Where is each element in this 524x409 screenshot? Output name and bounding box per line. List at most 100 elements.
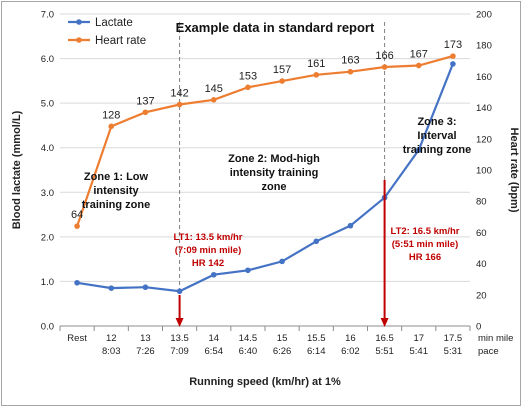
data-point-lactate [347, 222, 354, 229]
pace-tick-label: 6:14 [307, 346, 326, 357]
data-point-lactate [142, 284, 149, 291]
data-label-heart-rate: 145 [205, 83, 223, 95]
y-tick-label: 7.0 [41, 10, 54, 21]
data-point-heart-rate [142, 109, 149, 116]
data-point-lactate [415, 147, 422, 153]
x-tick-label: 16.5 [375, 333, 394, 344]
x-tick-label: 15 [277, 333, 288, 344]
y-tick-label: 6.0 [41, 54, 54, 65]
data-label-heart-rate: 137 [136, 95, 154, 107]
legend-marker-lactate [76, 19, 82, 25]
legend-entry: Lactate [95, 17, 133, 29]
data-point-heart-rate [381, 64, 388, 70]
y2-tick-label: 80 [476, 197, 487, 208]
data-point-lactate [279, 258, 285, 265]
y2-tick-label: 140 [476, 103, 492, 114]
series-line-lactate [76, 63, 454, 293]
data-label-heart-rate: 64 [71, 209, 83, 221]
pace-tick-label: 6:26 [273, 346, 292, 357]
series-line-heart-rate [76, 55, 454, 227]
y2-tick-label: 20 [476, 290, 487, 301]
y2-tick-label: 120 [476, 134, 492, 145]
y-tick-label: 5.0 [41, 99, 54, 110]
chart-title: Example data in standard report [176, 20, 375, 35]
data-point-lactate [313, 238, 320, 245]
lt1-annotation: HR 142 [192, 258, 224, 269]
data-point-lactate [450, 61, 456, 67]
data-point-lactate [74, 279, 80, 286]
data-label-heart-rate: 167 [410, 48, 428, 60]
lt1-annotation: (7:09 min mile) [175, 245, 242, 256]
zone-3-annotation: training zone [403, 144, 471, 156]
x-tick-label: 16 [345, 333, 356, 344]
data-point-heart-rate [245, 84, 251, 91]
pace-unit-label: min mile [478, 333, 513, 344]
lt2-arrow-head [380, 318, 389, 327]
y-tick-label: 2.0 [41, 232, 54, 243]
data-label-heart-rate: 142 [170, 87, 188, 99]
pace-tick-label: 8:03 [102, 346, 121, 357]
data-point-heart-rate [347, 68, 354, 75]
x-tick-label: 14 [208, 333, 219, 344]
x-tick-label: 17.5 [444, 333, 463, 344]
y-tick-label: 4.0 [41, 143, 54, 154]
pace-tick-label: 5:41 [410, 346, 429, 357]
y2-tick-label: 160 [476, 72, 492, 83]
data-point-heart-rate [176, 101, 183, 108]
pace-tick-label: 6:40 [239, 346, 258, 357]
data-label-heart-rate: 163 [341, 55, 359, 67]
zone-1-annotation: training zone [82, 199, 150, 211]
x-tick-label: 14.5 [239, 333, 258, 344]
zone-1-annotation: intensity [93, 185, 139, 197]
y2-tick-label: 180 [476, 41, 492, 52]
x-tick-label: Rest [67, 333, 87, 344]
x-tick-label: 15.5 [307, 333, 326, 344]
pace-tick-label: 5:31 [444, 346, 463, 357]
lt2-annotation: (5:51 min mile) [392, 239, 459, 250]
x-tick-label: 13.5 [170, 333, 189, 344]
data-point-heart-rate [450, 53, 456, 59]
data-point-lactate [108, 285, 115, 291]
y2-tick-label: 100 [476, 166, 492, 177]
x-tick-label: 17 [413, 333, 424, 344]
data-label-heart-rate: 157 [273, 64, 291, 76]
lt2-annotation: LT2: 16.5 km/hr [391, 226, 460, 237]
pace-tick-label: 6:54 [205, 346, 224, 357]
y-tick-label: 1.0 [41, 277, 54, 288]
data-label-heart-rate: 173 [444, 39, 462, 51]
legend-marker-heart-rate [76, 37, 82, 43]
y2-tick-label: 60 [476, 228, 487, 239]
pace-tick-label: 5:51 [375, 346, 394, 357]
zone-2-annotation: Zone 2: Mod-high [228, 153, 320, 165]
pace-tick-label: 6:02 [341, 346, 360, 357]
data-label-heart-rate: 166 [375, 50, 393, 62]
pace-unit-label: pace [478, 346, 499, 357]
data-point-lactate [210, 271, 217, 278]
pace-tick-label: 7:26 [136, 346, 155, 357]
data-label-heart-rate: 153 [239, 70, 257, 82]
x-tick-label: 12 [106, 333, 117, 344]
data-point-lactate [176, 288, 183, 295]
zone-3-annotation: Zone 3: [417, 116, 456, 128]
y2-tick-label: 40 [476, 259, 487, 270]
data-label-heart-rate: 161 [307, 58, 325, 70]
zone-2-annotation: intensity training [230, 167, 319, 179]
zone-1-annotation: Zone 1: Low [84, 171, 149, 183]
data-label-heart-rate: 128 [102, 109, 120, 121]
data-point-heart-rate [415, 62, 422, 69]
lt1-annotation: LT1: 13.5 km/hr [174, 232, 243, 243]
data-point-heart-rate [108, 123, 115, 130]
data-point-lactate [245, 267, 251, 274]
zone-3-annotation: Interval [417, 130, 456, 142]
data-point-heart-rate [210, 97, 217, 103]
y2-axis-label: Heart rate (bpm) [508, 128, 520, 213]
y2-tick-label: 0 [476, 322, 481, 333]
pace-tick-label: 7:09 [170, 346, 189, 357]
legend-entry: Heart rate [95, 35, 146, 47]
y-tick-label: 3.0 [41, 188, 54, 199]
data-point-heart-rate [279, 78, 285, 84]
x-tick-label: 13 [140, 333, 151, 344]
lt1-arrow-head [175, 318, 184, 327]
